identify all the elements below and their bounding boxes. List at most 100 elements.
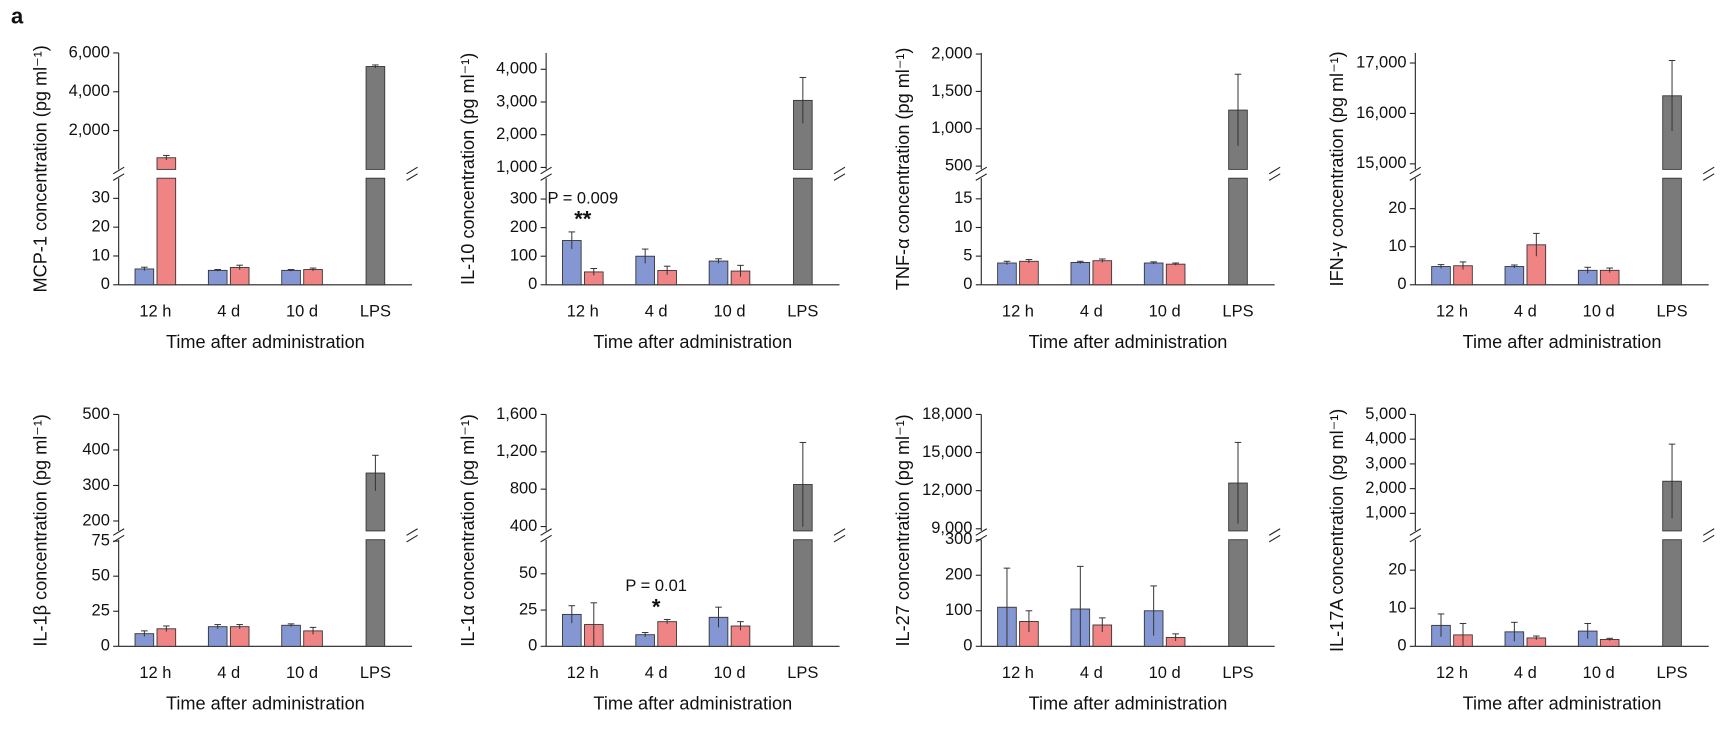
x-tick-label: 10 d bbox=[713, 303, 745, 321]
axis-break bbox=[975, 528, 988, 536]
y-tick-label: 1,600 bbox=[496, 405, 537, 423]
y-tick-label: 4,000 bbox=[496, 60, 537, 78]
bar-lower bbox=[156, 177, 177, 286]
axis-break bbox=[406, 166, 418, 175]
axis-break bbox=[1268, 534, 1281, 543]
axis-break bbox=[1702, 166, 1715, 175]
x-tick-label: LPS bbox=[360, 664, 391, 682]
y-tick-label: 1,000 bbox=[1365, 504, 1406, 522]
y-tick-label: 0 bbox=[528, 275, 537, 293]
axis-break bbox=[1268, 528, 1281, 536]
bar-lower bbox=[1228, 177, 1248, 286]
x-tick-label: 12 h bbox=[1002, 664, 1034, 682]
y-tick-label: 10 bbox=[92, 246, 110, 264]
x-axis-label: Time after administration bbox=[593, 332, 792, 352]
y-tick-label: 75 bbox=[92, 531, 110, 549]
y-axis-label: IL-1β concentration (pg ml⁻¹) bbox=[31, 414, 51, 647]
y-tick-label: 17,000 bbox=[1356, 53, 1406, 71]
y-axis-label: IL-17A concentration (pg ml⁻¹) bbox=[1327, 409, 1347, 652]
y-tick-label: 2,000 bbox=[69, 121, 110, 139]
y-tick-label: 20 bbox=[1388, 199, 1406, 217]
y-tick-label: 10 bbox=[954, 218, 972, 236]
x-tick-label: LPS bbox=[787, 303, 818, 321]
bar bbox=[281, 624, 301, 647]
bar bbox=[657, 621, 677, 647]
axis-break bbox=[1409, 166, 1422, 175]
chart: 0 25 50 75 200 300 400 500 IL-1β concentration (… bbox=[31, 405, 418, 713]
y-tick-label: 5 bbox=[963, 246, 972, 264]
x-tick-label: 4 d bbox=[217, 303, 240, 321]
x-tick-label: 10 d bbox=[713, 664, 745, 682]
x-tick-label: 10 d bbox=[286, 303, 318, 321]
y-tick-label: 20 bbox=[1388, 561, 1406, 579]
x-axis-label: Time after administration bbox=[1029, 693, 1228, 713]
y-tick-label: 500 bbox=[82, 405, 109, 423]
x-axis-label: Time after administration bbox=[166, 693, 365, 713]
chart: 0 25 50 400 800 1,200 1,600 IL-1α concentration… bbox=[458, 405, 846, 713]
y-tick-label: 400 bbox=[510, 517, 537, 535]
y-tick-label: 20 bbox=[92, 218, 110, 236]
axis-break bbox=[975, 166, 988, 175]
y-tick-label: 800 bbox=[510, 480, 537, 498]
bar-lower bbox=[793, 539, 813, 647]
x-tick-label: LPS bbox=[1222, 664, 1253, 682]
x-tick-label: 12 h bbox=[567, 303, 599, 321]
bar bbox=[281, 269, 301, 286]
y-tick-label: 100 bbox=[510, 247, 537, 265]
annotation: P = 0.01 bbox=[625, 577, 687, 595]
x-tick-label: LPS bbox=[787, 664, 818, 682]
bar bbox=[134, 268, 155, 286]
axis-break bbox=[540, 534, 552, 543]
x-tick-label: 10 d bbox=[286, 664, 318, 682]
y-tick-label: 4,000 bbox=[1365, 430, 1406, 448]
x-tick-label: 12 h bbox=[567, 664, 599, 682]
y-tick-label: 1,500 bbox=[931, 82, 972, 100]
y-tick-label: 0 bbox=[528, 637, 537, 655]
axis-break bbox=[112, 166, 125, 175]
y-axis-label: IL-27 concentration (pg ml⁻¹) bbox=[893, 414, 913, 646]
bar bbox=[1165, 263, 1186, 286]
axis-break bbox=[1702, 528, 1715, 536]
bar bbox=[207, 269, 228, 286]
y-axis-label: IFN-γ concentration (pg ml⁻¹) bbox=[1327, 51, 1347, 286]
x-axis-label: Time after administration bbox=[1463, 332, 1662, 352]
x-tick-label: LPS bbox=[1656, 303, 1687, 321]
x-tick-label: 10 d bbox=[1583, 303, 1615, 321]
y-tick-label: 50 bbox=[92, 567, 110, 585]
y-tick-label: 6,000 bbox=[69, 43, 110, 61]
annotation: * bbox=[652, 594, 661, 619]
y-tick-label: 0 bbox=[963, 275, 972, 293]
x-tick-label: 4 d bbox=[1514, 303, 1537, 321]
y-tick-label: 200 bbox=[945, 566, 972, 584]
x-axis-label: Time after administration bbox=[1029, 332, 1228, 352]
bar bbox=[1431, 266, 1451, 286]
y-tick-label: 30 bbox=[92, 189, 110, 207]
x-axis-label: Time after administration bbox=[1463, 693, 1662, 713]
axis-break bbox=[1702, 173, 1715, 181]
bar bbox=[1092, 260, 1113, 286]
y-tick-label: 300 bbox=[82, 476, 109, 494]
annotation: ** bbox=[574, 207, 592, 232]
bar-lower bbox=[365, 177, 386, 286]
x-tick-label: LPS bbox=[1656, 664, 1687, 682]
bar bbox=[303, 269, 323, 286]
axis-break bbox=[1409, 534, 1422, 543]
y-tick-label: 2,000 bbox=[496, 125, 537, 143]
bar bbox=[1143, 262, 1164, 286]
axis-break bbox=[833, 173, 846, 181]
x-tick-label: 12 h bbox=[1002, 303, 1034, 321]
bar bbox=[207, 626, 228, 647]
y-tick-label: 500 bbox=[945, 156, 972, 174]
x-tick-label: 4 d bbox=[1080, 303, 1103, 321]
x-tick-label: LPS bbox=[360, 303, 391, 321]
axis-break bbox=[540, 528, 552, 536]
y-tick-label: 400 bbox=[82, 440, 109, 458]
axis-break bbox=[406, 528, 418, 536]
y-tick-label: 12,000 bbox=[922, 481, 972, 499]
bar bbox=[229, 267, 250, 286]
x-tick-label: 10 d bbox=[1149, 303, 1181, 321]
y-tick-label: 0 bbox=[1397, 275, 1406, 293]
bar-lower bbox=[1228, 539, 1248, 647]
y-tick-label: 16,000 bbox=[1356, 104, 1406, 122]
